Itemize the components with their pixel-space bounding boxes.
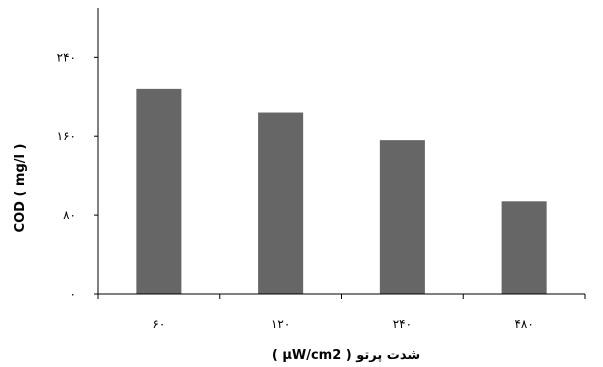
y-axis-title: COD ( mg/l ) [13,144,28,233]
bar-2 [379,140,425,294]
y-tick-label: ۸۰ [63,208,76,222]
x-tick-label: ۶۰ [152,317,165,331]
x-axis: ۶۰ ۱۲۰ ۲۴۰ ۴۸۰ [97,293,586,331]
y-tick-label: ۰ [70,287,76,301]
bar-0 [136,88,182,295]
x-tick-label: ۴۸۰ [514,317,533,331]
y-tick-label: ۲۴۰ [57,50,76,64]
bar-1 [258,112,304,294]
x-axis-title: شدت پرتو ( µW/cm2 ) [272,348,420,363]
plot-area [136,88,547,295]
y-axis: ۰ ۸۰ ۱۶۰ ۲۴۰ [57,8,99,301]
x-tick-label: ۲۴۰ [393,317,412,331]
y-tick-label: ۱۶۰ [57,129,76,143]
x-tick-label: ۱۲۰ [271,317,290,331]
bar-3 [501,201,547,294]
